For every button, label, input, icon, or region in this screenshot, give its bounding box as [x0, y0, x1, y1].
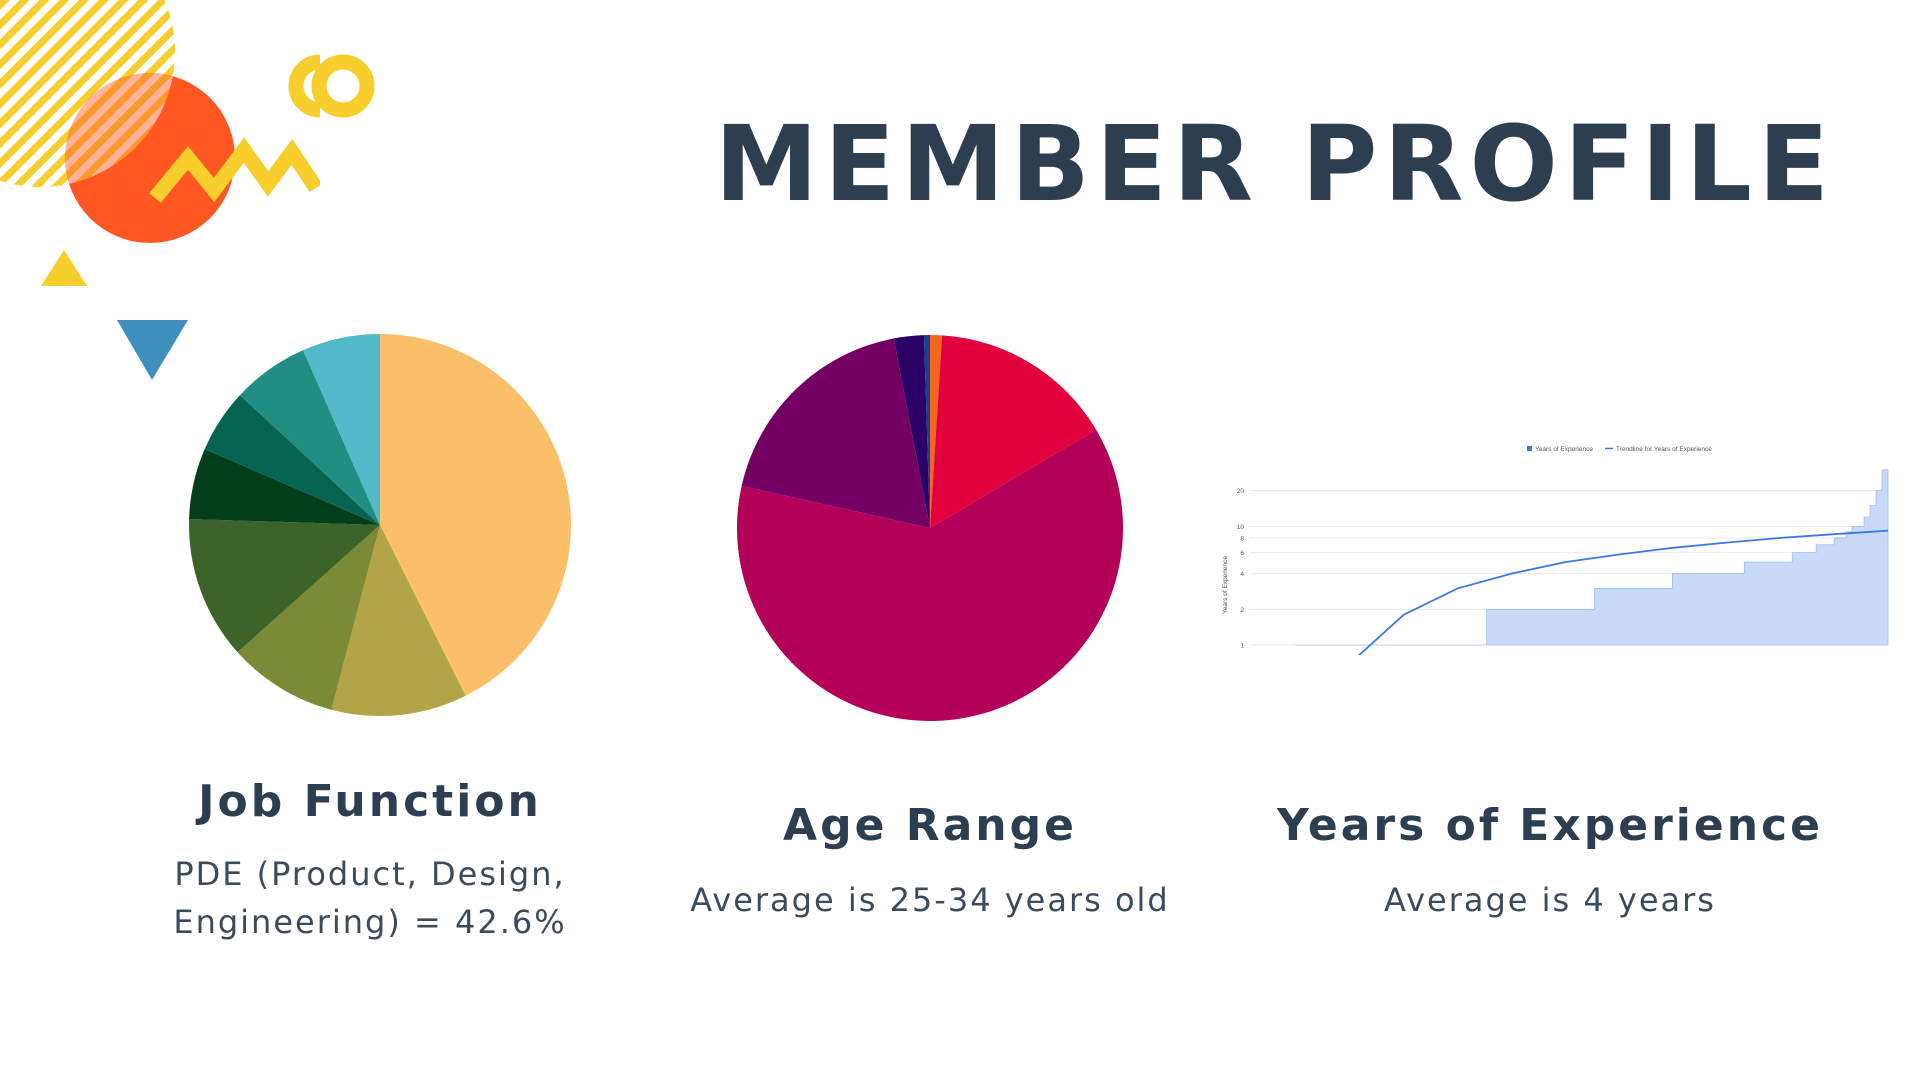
job-function-slice-2 — [331, 525, 466, 716]
y-tick-label-20: 20 — [1237, 488, 1245, 495]
job-function-slice-8 — [303, 334, 380, 525]
job-function-slice-3 — [237, 525, 380, 710]
y-tick-label-8: 8 — [1240, 535, 1244, 542]
blue-triangle-shape — [117, 320, 188, 380]
years-of-experience-subtitle: Average is 4 years — [1384, 881, 1716, 919]
page-title: MEMBER PROFILE — [714, 103, 1835, 225]
job-function-slice-7 — [239, 350, 380, 525]
age-range-slice-6 — [923, 335, 930, 528]
y-axis-label: Years of Experience — [1222, 556, 1229, 614]
age-range-slice-5 — [893, 335, 930, 528]
years-of-experience-chart: Years of Experience Trendline for Years … — [1222, 446, 1889, 655]
yellow-triangle-shape — [41, 250, 87, 286]
decorative-shapes — [0, 0, 320, 380]
y-tick-label-1: 1 — [1240, 643, 1244, 650]
years-of-experience-area — [1295, 469, 1889, 646]
legend-swatch-area — [1527, 446, 1532, 451]
job-function-slice-1 — [380, 334, 571, 696]
trendline — [1357, 529, 1889, 655]
age-range-title: Age Range — [783, 800, 1077, 851]
age-range-slice-1 — [930, 335, 943, 528]
legend-label-line: Trendline for Years of Experience — [1616, 446, 1712, 453]
job-function-slice-5 — [189, 449, 380, 525]
age-range-slice-2 — [930, 335, 1097, 528]
age-range-slice-3 — [737, 429, 1123, 721]
ring-shape — [288, 54, 320, 118]
years-of-experience-title: Years of Experience — [1277, 800, 1823, 851]
job-function-pie-chart — [189, 334, 571, 716]
age-range-slice-4 — [741, 338, 930, 528]
yellow-ring-shape — [311, 54, 375, 118]
chart-legend: Years of Experience Trendline for Years … — [1527, 446, 1712, 453]
zigzag-shape — [149, 137, 320, 203]
job-function-slice-6 — [204, 395, 380, 525]
age-range-subtitle: Average is 25-34 years old — [690, 881, 1170, 919]
job-function-title: Job Function — [198, 776, 542, 827]
job-function-slice-4 — [189, 519, 380, 653]
y-tick-label-4: 4 — [1240, 571, 1244, 578]
y-tick-label-6: 6 — [1240, 550, 1244, 557]
legend-label-area: Years of Experience — [1535, 446, 1593, 453]
job-function-subtitle: PDE (Product, Design, Engineering) = 42.… — [173, 855, 567, 941]
y-tick-label-10: 10 — [1237, 524, 1245, 531]
y-tick-label-2: 2 — [1240, 607, 1244, 614]
ring-decoration — [311, 54, 375, 118]
age-range-pie-chart — [737, 335, 1123, 721]
